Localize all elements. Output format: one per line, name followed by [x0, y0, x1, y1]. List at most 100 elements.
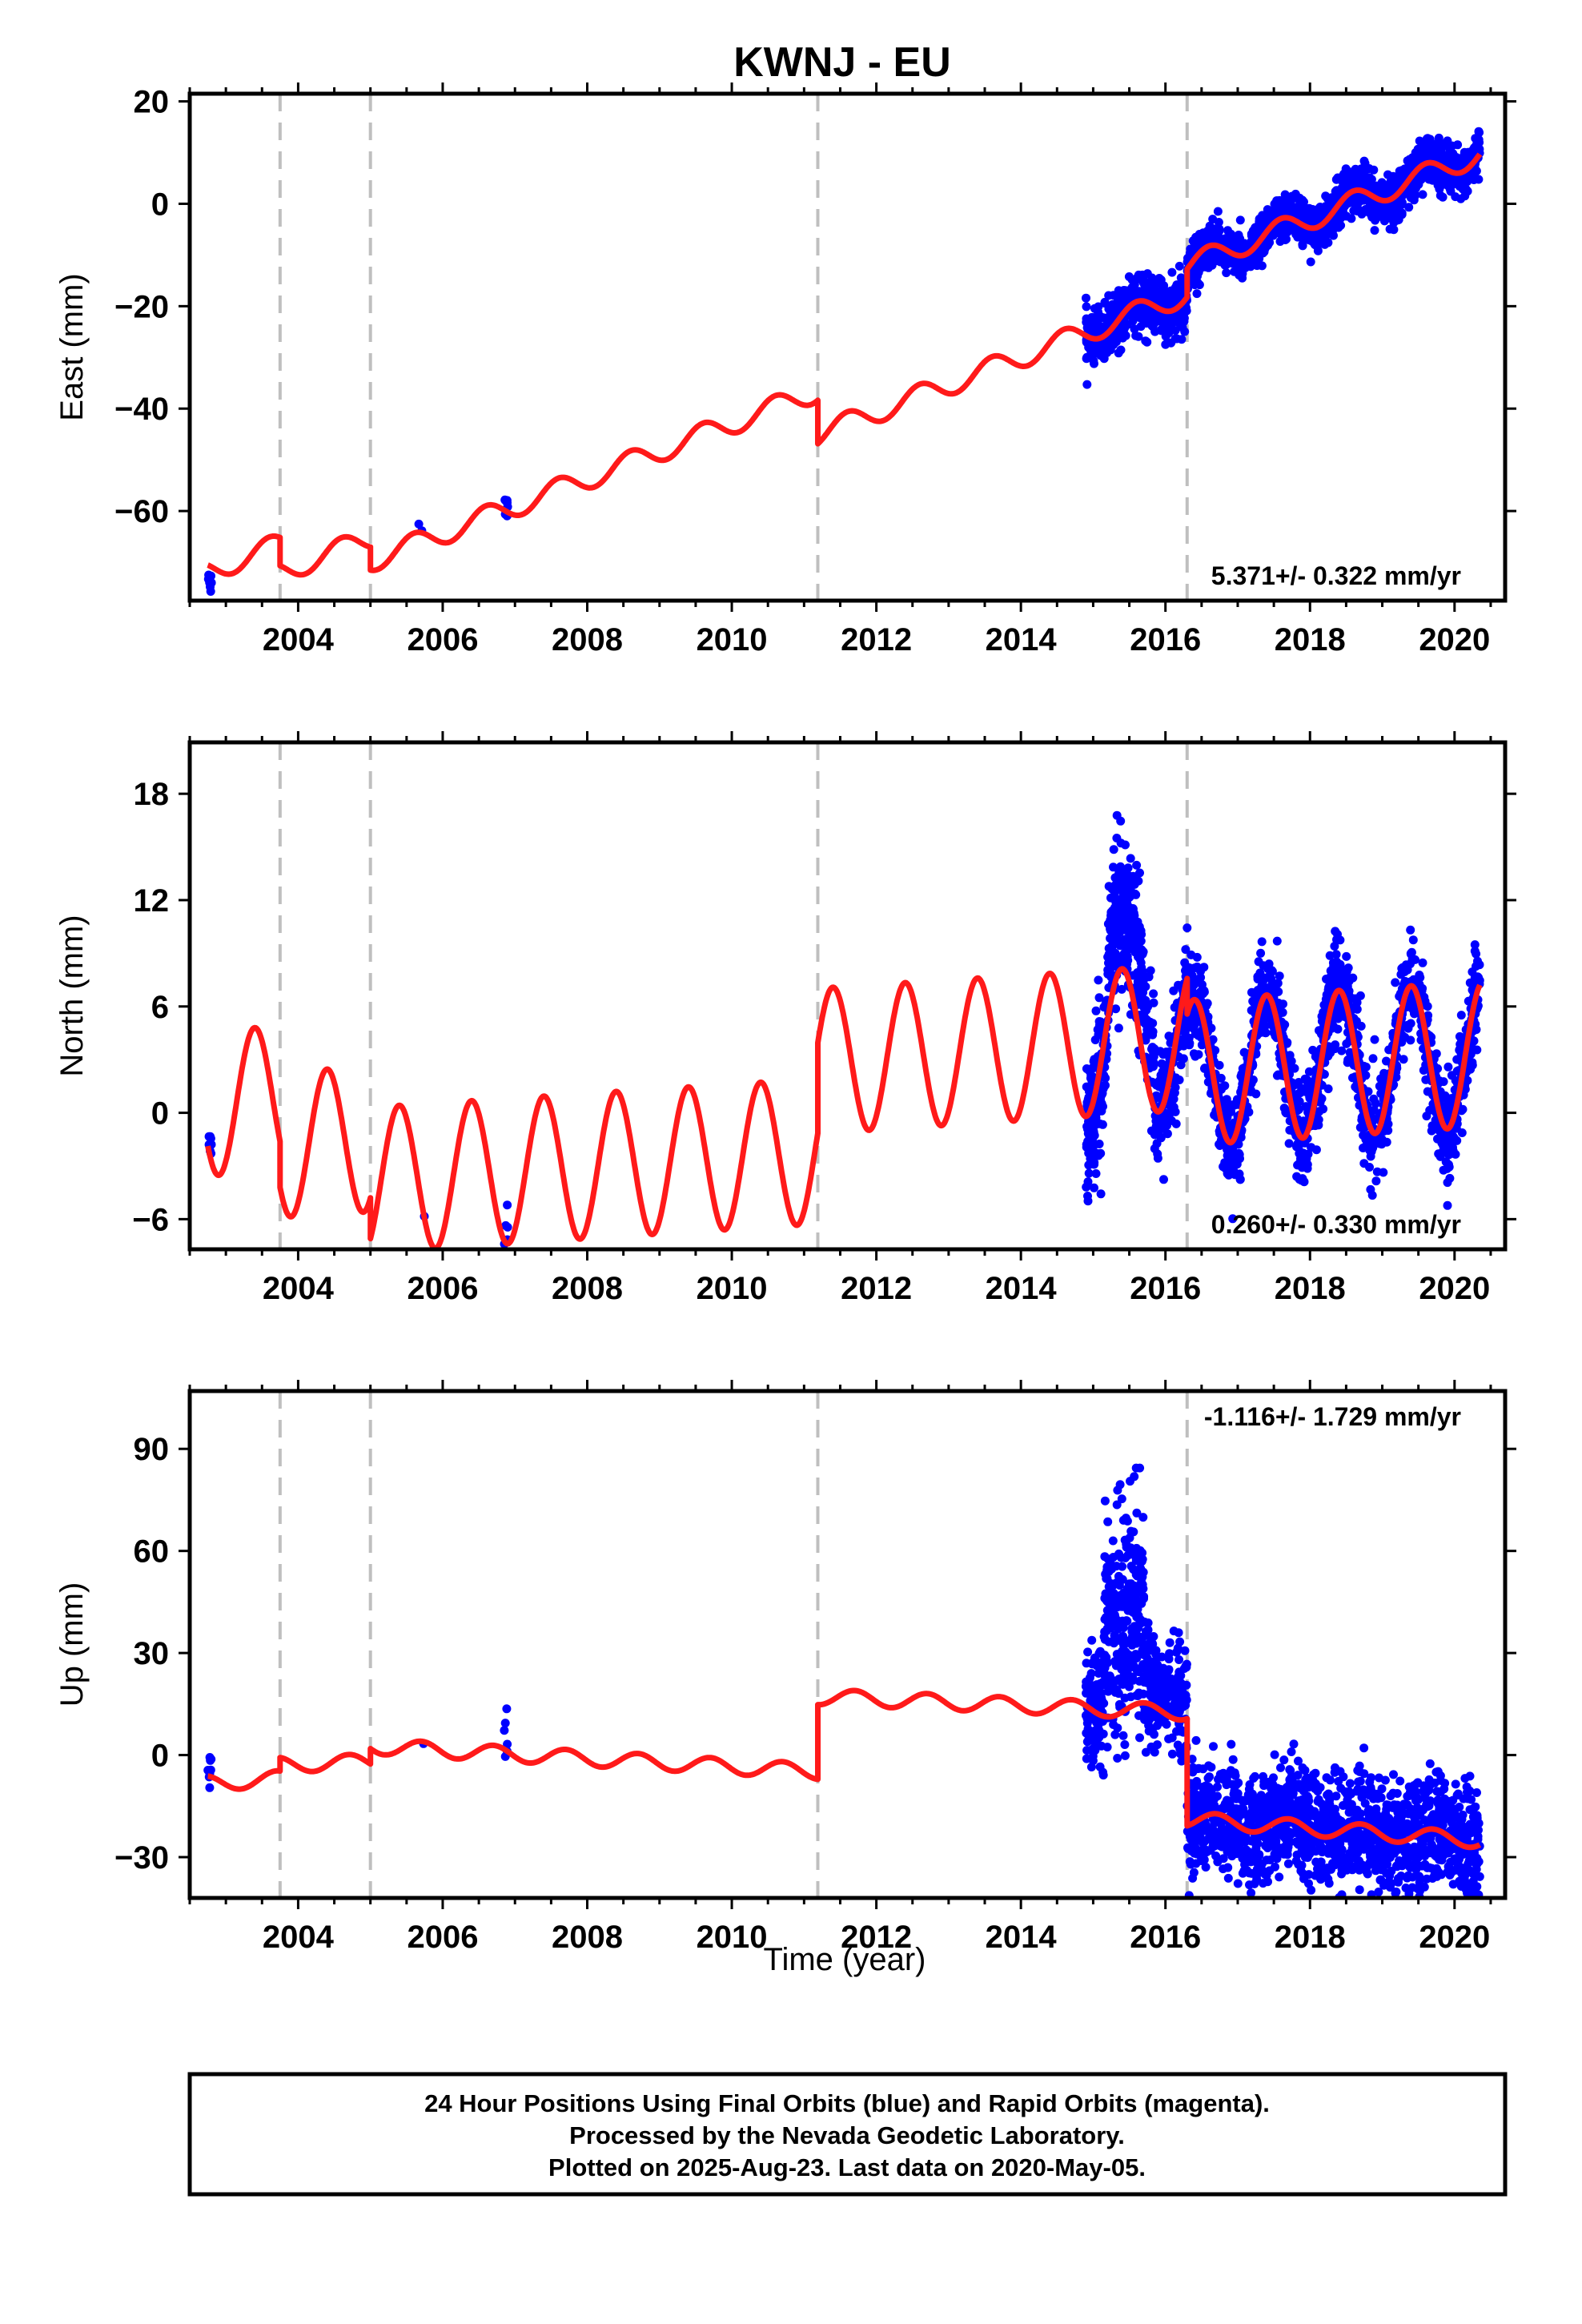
north-point — [1155, 1047, 1165, 1056]
east-point — [1462, 185, 1471, 195]
north-point — [1094, 1140, 1104, 1148]
east-x-tick-label: 2014 — [986, 622, 1058, 657]
north-point — [1444, 1162, 1454, 1172]
up-point — [500, 1719, 510, 1728]
east-point — [1456, 179, 1465, 189]
north-point — [1091, 1006, 1101, 1015]
east-x-tick-label: 2018 — [1275, 622, 1346, 657]
up-point — [1120, 1740, 1130, 1749]
east-point — [207, 571, 215, 581]
north-point — [1257, 981, 1267, 991]
east-point — [1082, 293, 1090, 303]
east-point — [1157, 317, 1166, 327]
east-point — [1292, 231, 1302, 239]
north-point — [1148, 1058, 1158, 1068]
north-point — [1371, 1176, 1381, 1186]
north-point — [1118, 951, 1128, 960]
east-point — [1193, 278, 1203, 287]
east-point — [1200, 255, 1210, 264]
north-point — [1415, 971, 1424, 979]
east-y-tick-label: −60 — [114, 494, 169, 529]
up-point — [1114, 1689, 1123, 1699]
up-point — [1165, 1638, 1174, 1647]
east-point — [1435, 149, 1443, 159]
north-point — [1166, 1108, 1175, 1117]
up-point — [1135, 1463, 1145, 1473]
up-point — [1087, 1659, 1097, 1669]
north-point — [1470, 973, 1480, 983]
north-point — [1427, 1126, 1436, 1136]
north-point — [1267, 967, 1277, 976]
east-point — [1444, 149, 1454, 159]
north-x-tick-label: 2014 — [986, 1271, 1058, 1306]
east-point — [1347, 214, 1356, 223]
east-point — [1170, 334, 1180, 344]
north-point — [1096, 1189, 1106, 1199]
up-point — [502, 1704, 512, 1714]
north-point — [1141, 998, 1150, 1007]
up-point — [1114, 1699, 1124, 1709]
north-point — [1182, 923, 1192, 933]
north-point — [1109, 845, 1118, 854]
north-point — [1124, 870, 1134, 880]
north-panel: 2004 2006 2008 2010 2012 2014 2016 2018 2020−606… — [54, 731, 1516, 1306]
east-point — [1082, 302, 1091, 312]
north-point — [1159, 1061, 1169, 1071]
north-point — [1472, 962, 1480, 971]
up-point — [1126, 1606, 1136, 1616]
east-point — [1306, 257, 1315, 267]
north-x-tick-label: 2008 — [552, 1271, 623, 1306]
north-point — [1114, 1023, 1123, 1033]
north-y-tick-label: −6 — [132, 1202, 169, 1237]
north-point — [1138, 987, 1148, 997]
north-point — [1256, 948, 1266, 958]
east-point — [1464, 175, 1473, 185]
north-point — [1090, 1160, 1099, 1169]
up-point — [1112, 1500, 1122, 1510]
north-point — [1220, 1081, 1230, 1091]
north-point — [1174, 1052, 1183, 1062]
north-point — [1382, 1137, 1391, 1147]
north-point — [1140, 1007, 1150, 1016]
up-point — [1087, 1635, 1097, 1645]
up-point — [1111, 1661, 1121, 1671]
up-point — [1130, 1550, 1140, 1559]
east-point — [1114, 348, 1123, 358]
north-point — [1112, 834, 1122, 842]
east-point — [1453, 140, 1463, 150]
east-point — [1359, 156, 1369, 166]
north-point — [1132, 860, 1142, 870]
east-point — [1178, 314, 1187, 324]
north-point — [1342, 1039, 1351, 1048]
north-point — [1111, 911, 1121, 921]
up-point — [1085, 1673, 1094, 1683]
up-point — [1138, 1513, 1148, 1522]
north-point — [1135, 971, 1145, 981]
up-point — [1115, 1480, 1125, 1490]
east-point — [1397, 208, 1407, 218]
east-point — [1395, 167, 1404, 176]
north-point — [1115, 871, 1125, 880]
east-y-tick-label: 0 — [151, 187, 169, 222]
north-point — [1284, 1139, 1294, 1148]
up-point — [1118, 1515, 1128, 1525]
east-point — [1418, 190, 1427, 199]
east-point — [1201, 235, 1211, 245]
north-point — [1296, 1152, 1306, 1161]
east-point — [1182, 306, 1191, 316]
east-x-tick-label: 2008 — [552, 622, 623, 657]
north-point — [1443, 1200, 1452, 1210]
north-point — [1259, 1024, 1268, 1034]
north-y-axis-label: North (mm) — [54, 915, 90, 1076]
north-point — [1333, 1024, 1343, 1034]
east-point — [1194, 240, 1203, 250]
east-point — [1361, 205, 1371, 214]
north-point — [1200, 1063, 1210, 1073]
east-point — [1157, 324, 1166, 334]
north-point — [1082, 1182, 1091, 1192]
east-point — [1393, 198, 1403, 207]
east-point — [1086, 347, 1096, 356]
up-point — [1088, 1687, 1098, 1696]
north-point — [1083, 1136, 1093, 1146]
east-point — [1352, 207, 1362, 216]
